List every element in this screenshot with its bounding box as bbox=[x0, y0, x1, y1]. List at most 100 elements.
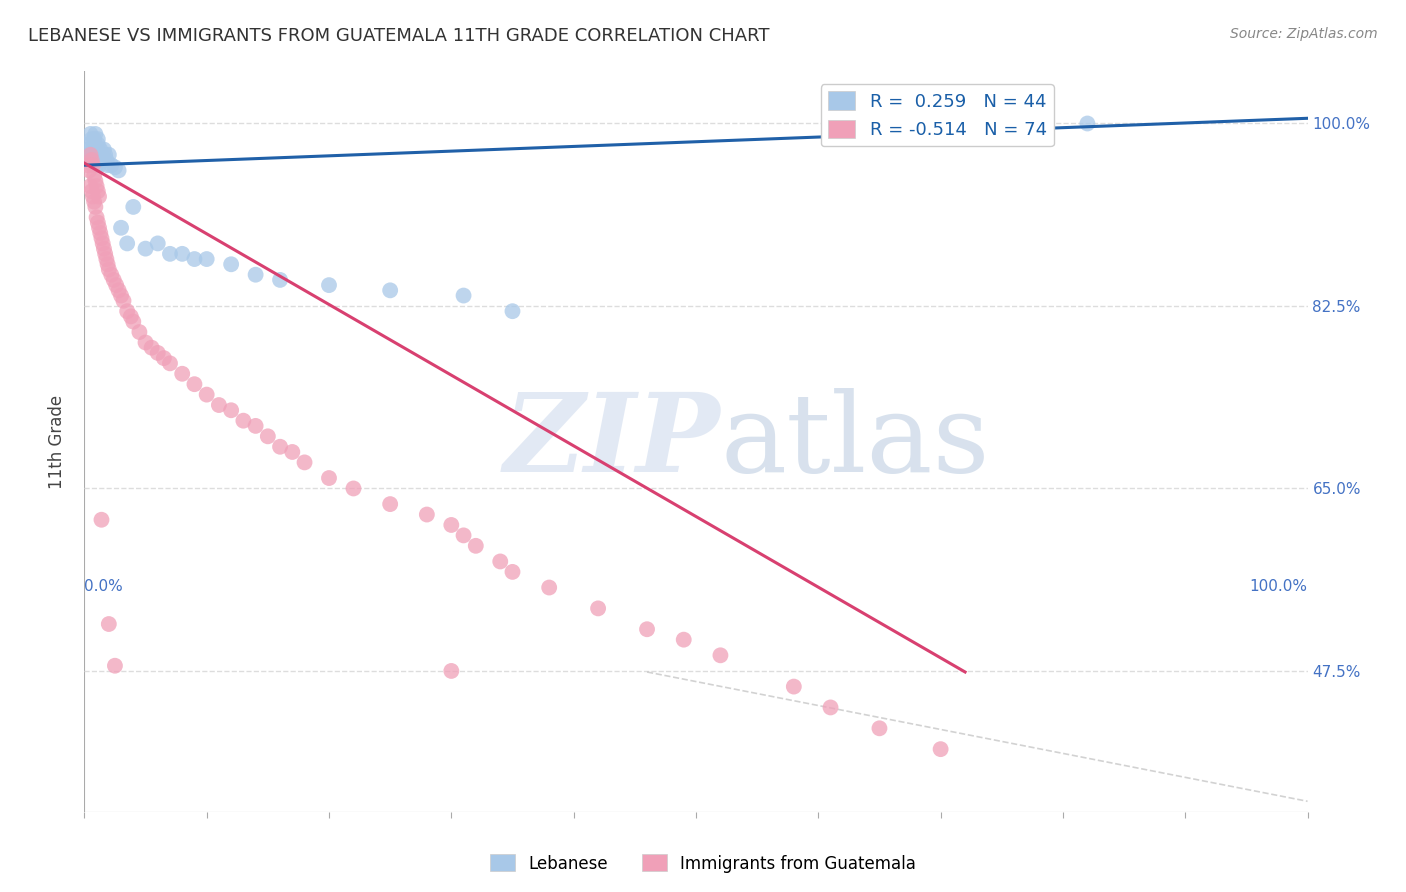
Point bbox=[87, 220, 110, 235]
Point bbox=[97, 257, 120, 271]
Point bbox=[135, 242, 157, 256]
Text: atlas: atlas bbox=[720, 388, 990, 495]
Point bbox=[110, 288, 132, 302]
Point bbox=[86, 211, 108, 225]
Point bbox=[245, 268, 267, 282]
Point bbox=[453, 288, 475, 302]
Point bbox=[86, 179, 108, 194]
Point bbox=[107, 163, 129, 178]
Text: ZIP: ZIP bbox=[503, 388, 720, 495]
Point bbox=[105, 278, 128, 293]
Point bbox=[79, 127, 101, 141]
Point bbox=[636, 622, 658, 636]
Point bbox=[440, 664, 463, 678]
Point bbox=[172, 367, 194, 381]
Point bbox=[82, 189, 104, 203]
Point bbox=[269, 440, 291, 454]
Point bbox=[342, 482, 364, 496]
Point bbox=[104, 658, 127, 673]
Point bbox=[208, 398, 231, 412]
Point bbox=[159, 247, 181, 261]
Point bbox=[79, 179, 101, 194]
Point bbox=[586, 601, 609, 615]
Point bbox=[146, 346, 169, 360]
Point bbox=[77, 137, 100, 152]
Point bbox=[100, 158, 122, 172]
Point bbox=[183, 377, 205, 392]
Point bbox=[79, 148, 101, 162]
Point bbox=[94, 247, 117, 261]
Point bbox=[77, 163, 100, 178]
Point bbox=[91, 236, 114, 251]
Point bbox=[87, 189, 110, 203]
Point bbox=[538, 581, 561, 595]
Point bbox=[440, 518, 463, 533]
Point bbox=[87, 132, 110, 146]
Point bbox=[84, 148, 107, 162]
Point bbox=[100, 268, 122, 282]
Point bbox=[87, 158, 110, 172]
Point bbox=[318, 471, 340, 485]
Point bbox=[128, 325, 150, 339]
Point bbox=[380, 497, 402, 511]
Point bbox=[89, 226, 111, 240]
Point bbox=[96, 153, 118, 167]
Text: Source: ZipAtlas.com: Source: ZipAtlas.com bbox=[1230, 27, 1378, 41]
Point bbox=[103, 273, 125, 287]
Text: 100.0%: 100.0% bbox=[1250, 579, 1308, 593]
Point bbox=[86, 158, 108, 172]
Point bbox=[93, 242, 115, 256]
Point bbox=[709, 648, 731, 663]
Point bbox=[416, 508, 439, 522]
Y-axis label: 11th Grade: 11th Grade bbox=[48, 394, 66, 489]
Point bbox=[80, 132, 103, 146]
Point bbox=[83, 153, 105, 167]
Point bbox=[83, 169, 105, 183]
Point bbox=[219, 257, 242, 271]
Point bbox=[90, 231, 112, 245]
Point bbox=[97, 148, 120, 162]
Point bbox=[820, 700, 842, 714]
Point bbox=[84, 174, 107, 188]
Point bbox=[453, 528, 475, 542]
Point bbox=[269, 273, 291, 287]
Point bbox=[110, 220, 132, 235]
Text: LEBANESE VS IMMIGRANTS FROM GUATEMALA 11TH GRADE CORRELATION CHART: LEBANESE VS IMMIGRANTS FROM GUATEMALA 11… bbox=[28, 27, 769, 45]
Point bbox=[141, 341, 163, 355]
Legend: Lebanese, Immigrants from Guatemala: Lebanese, Immigrants from Guatemala bbox=[484, 847, 922, 880]
Point bbox=[122, 200, 145, 214]
Point bbox=[153, 351, 176, 365]
Point bbox=[96, 252, 118, 266]
Point bbox=[82, 143, 104, 157]
Point bbox=[115, 236, 138, 251]
Point bbox=[84, 200, 107, 214]
Point bbox=[929, 742, 952, 756]
Point bbox=[77, 158, 100, 172]
Point bbox=[112, 293, 135, 308]
Point bbox=[97, 262, 120, 277]
Point bbox=[159, 356, 181, 370]
Point bbox=[294, 455, 316, 469]
Point bbox=[489, 554, 512, 568]
Text: 0.0%: 0.0% bbox=[84, 579, 124, 593]
Point bbox=[183, 252, 205, 266]
Point bbox=[219, 403, 242, 417]
Point bbox=[89, 143, 111, 157]
Point bbox=[94, 148, 117, 162]
Point bbox=[87, 184, 110, 198]
Point bbox=[1076, 116, 1098, 130]
Point bbox=[82, 148, 104, 162]
Point bbox=[232, 414, 254, 428]
Point bbox=[83, 132, 105, 146]
Point bbox=[195, 387, 218, 401]
Point bbox=[86, 143, 108, 157]
Point bbox=[80, 184, 103, 198]
Point bbox=[97, 158, 120, 172]
Point bbox=[77, 143, 100, 157]
Point bbox=[281, 445, 304, 459]
Point bbox=[135, 335, 157, 350]
Point bbox=[122, 315, 145, 329]
Point bbox=[120, 310, 142, 324]
Point bbox=[97, 617, 120, 632]
Point bbox=[869, 721, 891, 735]
